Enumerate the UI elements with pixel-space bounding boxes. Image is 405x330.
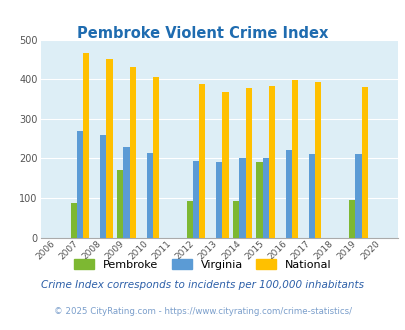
Bar	[186, 201, 192, 238]
Bar	[100, 135, 106, 238]
Bar	[70, 203, 77, 238]
Bar	[348, 200, 354, 238]
Bar	[106, 59, 112, 238]
Bar	[77, 131, 83, 238]
Bar	[291, 81, 298, 238]
Bar	[268, 85, 274, 238]
Bar	[123, 147, 129, 238]
Bar	[192, 161, 199, 238]
Bar	[146, 153, 152, 238]
Bar	[256, 162, 262, 238]
Text: © 2025 CityRating.com - https://www.cityrating.com/crime-statistics/: © 2025 CityRating.com - https://www.city…	[54, 307, 351, 316]
Bar	[117, 170, 123, 238]
Bar	[285, 150, 291, 238]
Text: Pembroke Violent Crime Index: Pembroke Violent Crime Index	[77, 26, 328, 41]
Bar	[152, 77, 159, 238]
Bar	[199, 84, 205, 238]
Bar	[83, 53, 89, 238]
Bar	[215, 162, 222, 238]
Bar	[354, 154, 361, 238]
Bar	[129, 67, 136, 238]
Bar	[361, 87, 367, 238]
Bar	[308, 154, 314, 238]
Bar	[222, 92, 228, 238]
Bar	[245, 88, 251, 238]
Bar	[262, 158, 268, 238]
Legend: Pembroke, Virginia, National: Pembroke, Virginia, National	[70, 255, 335, 274]
Bar	[239, 158, 245, 238]
Bar	[314, 82, 321, 238]
Bar	[232, 201, 239, 238]
Text: Crime Index corresponds to incidents per 100,000 inhabitants: Crime Index corresponds to incidents per…	[41, 280, 364, 290]
